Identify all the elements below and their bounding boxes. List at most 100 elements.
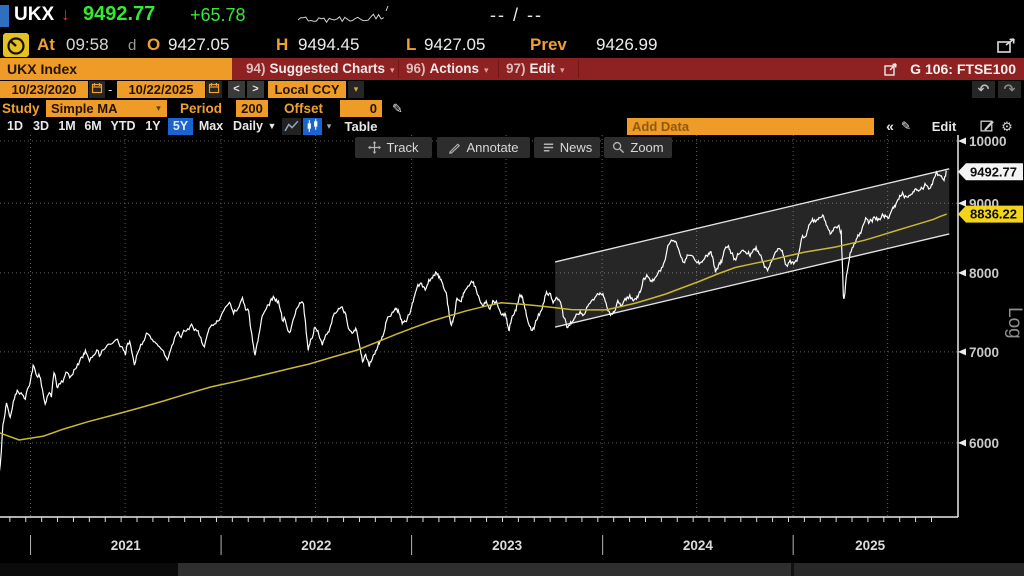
edit-chart-pencil-icon[interactable]: ✎: [900, 119, 912, 133]
y-tick-arrow: [958, 439, 966, 447]
offset-input[interactable]: 0: [340, 100, 382, 117]
menu-edit[interactable]: 97) Edit ▾: [506, 61, 565, 76]
command-bar: UKX Index 94) Suggested Charts ▾ 96) Action…: [0, 58, 1024, 80]
price-line-series: [0, 170, 948, 472]
study-caret-icon[interactable]: ▾: [150, 100, 167, 117]
news-button[interactable]: News: [534, 137, 600, 158]
zoom-magnifier-icon: [613, 141, 625, 154]
chevron-down-icon: ▾: [560, 65, 565, 75]
line-chart-type-icon[interactable]: [282, 118, 301, 135]
y-tick-arrow: [958, 199, 966, 207]
intraday-sparkline: [298, 5, 389, 24]
chart-type-caret-icon[interactable]: ▾: [326, 121, 332, 131]
quote-header: UKX ↓ 9492.77 +65.78 -- / --: [0, 0, 1024, 32]
currency-select[interactable]: Local CCY: [268, 81, 346, 98]
calendar-icon[interactable]: [206, 81, 222, 98]
menu-bar: 94) Suggested Charts ▾ 96) Actions ▾ 97) Edit…: [232, 58, 1024, 80]
prev-label: Prev: [530, 35, 567, 54]
launch-chart-icon[interactable]: [884, 62, 898, 81]
timeframe-bar: 1D 3D 1M 6M YTD 1Y 5Y Max Daily ▼ ▾ Tabl…: [0, 118, 1024, 151]
last-price-label: 9492.77: [970, 164, 1017, 179]
sma-price-label: 8836.22: [970, 207, 1017, 222]
date-to-input[interactable]: 10/22/2025: [117, 81, 205, 98]
annotate-chart-icon[interactable]: [978, 118, 997, 135]
study-bar: Study Simple MA ▾ Period 200 Offset 0 ✎: [0, 99, 1024, 118]
at-label: At: [37, 35, 55, 54]
date-dash: -: [108, 82, 113, 97]
high-value: 9494.45: [298, 35, 360, 54]
range-forward-button[interactable]: >: [247, 81, 264, 98]
date-from-input[interactable]: 10/23/2020: [0, 81, 88, 98]
popout-window-icon[interactable]: [996, 36, 1018, 60]
menu-divider: [398, 60, 399, 78]
frequency-select[interactable]: Daily: [233, 119, 263, 133]
collapse-panel-button[interactable]: «: [886, 118, 894, 134]
frequency-caret-icon[interactable]: ▼: [267, 121, 277, 131]
y-tick-arrow: [958, 348, 966, 356]
menu-actions[interactable]: 96) Actions ▾: [406, 61, 489, 76]
sma-price-flag: [958, 205, 1023, 223]
sma-200-series: [0, 213, 947, 441]
bottom-strip-divider: [791, 563, 794, 576]
open-label: O: [147, 35, 161, 54]
y-axis-label: 10000: [969, 135, 1007, 149]
last-price-flag: [958, 163, 1023, 181]
x-axis-year-label: 2023: [492, 538, 523, 553]
zoom-button[interactable]: Zoom: [604, 137, 672, 158]
period-label: Period: [180, 101, 223, 116]
study-label: Study: [2, 101, 40, 116]
bid-ask-placeholder: -- / --: [490, 5, 543, 25]
low-value: 9427.05: [424, 35, 486, 54]
bottom-strip-middle: [178, 563, 791, 576]
y-tick-arrow: [958, 269, 966, 277]
last-price: 9492.77: [83, 3, 156, 25]
candlestick-chart-type-icon[interactable]: [303, 118, 322, 135]
chart-page-reference: G 106: FTSE100: [910, 61, 1016, 77]
chevron-down-icon: ▾: [484, 65, 489, 75]
security-color-tag: [0, 5, 9, 27]
x-axis-year-label: 2024: [683, 538, 714, 553]
bottom-strip-left: [0, 563, 178, 576]
y-tick-arrow: [958, 137, 966, 145]
study-select[interactable]: Simple MA: [46, 100, 150, 117]
gauge-icon: [3, 33, 29, 57]
security-input[interactable]: UKX Index: [0, 58, 232, 80]
table-button[interactable]: Table: [344, 119, 378, 134]
open-value: 9427.05: [168, 35, 230, 54]
edit-study-pencil-icon[interactable]: ✎: [392, 101, 403, 116]
date-range-bar: 10/23/2020 - 10/22/2025 < > Local CCY ▾ …: [0, 80, 1024, 99]
add-data-input[interactable]: Add Data: [627, 118, 874, 135]
menu-suggested-charts[interactable]: 94) Suggested Charts ▾: [246, 61, 395, 76]
ohlc-bar: At 09:58 d O 9427.05 H 9494.45 L 9427.05…: [0, 32, 1024, 58]
track-button[interactable]: Track: [355, 137, 432, 158]
annotate-button[interactable]: Annotate: [437, 137, 530, 158]
low-label: L: [406, 35, 417, 54]
range-ytd[interactable]: YTD: [110, 119, 136, 133]
redo-icon[interactable]: ↷: [998, 81, 1021, 98]
menu-divider: [498, 60, 499, 78]
range-1m[interactable]: 1M: [58, 119, 76, 133]
edit-chart-button[interactable]: Edit Chart: [927, 119, 961, 151]
settings-gear-icon[interactable]: ⚙: [1001, 119, 1013, 134]
track-crosshair-icon: [368, 141, 382, 154]
range-1y[interactable]: 1Y: [145, 119, 161, 133]
currency-caret-icon[interactable]: ▾: [348, 81, 364, 98]
range-max[interactable]: Max: [198, 119, 224, 133]
prev-close-value: 9426.99: [596, 35, 658, 54]
price-down-arrow-icon: ↓: [61, 4, 70, 24]
price-change: +65.78: [190, 5, 246, 25]
range-6m[interactable]: 6M: [84, 119, 102, 133]
range-back-button[interactable]: <: [228, 81, 245, 98]
ticker-symbol: UKX: [14, 4, 55, 25]
y-axis-label: 6000: [969, 436, 999, 451]
range-1d[interactable]: 1D: [7, 119, 23, 133]
range-3d[interactable]: 3D: [33, 119, 49, 133]
undo-icon[interactable]: ↶: [972, 81, 995, 98]
trend-channel-top: [554, 168, 950, 263]
chart-area: 10000 9000 8000 7000 6000 2021 2022 2023 2024 202…: [0, 135, 1024, 563]
period-input[interactable]: 200: [236, 100, 268, 117]
calendar-icon[interactable]: [89, 81, 105, 98]
y-axis-label: 7000: [969, 345, 999, 360]
range-5y-active[interactable]: 5Y: [168, 118, 193, 135]
